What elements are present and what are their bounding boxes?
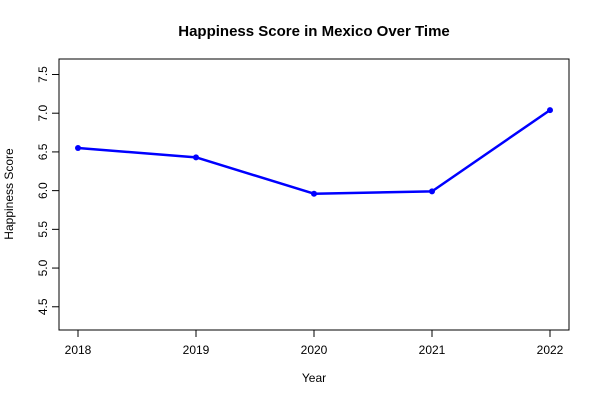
y-axis-label: Happiness Score	[2, 148, 16, 240]
x-axis-label: Year	[302, 371, 326, 385]
x-tick-label: 2018	[65, 343, 92, 357]
y-tick-label: 7.5	[36, 66, 50, 83]
y-tick-label: 6.5	[36, 143, 50, 160]
y-tick-label: 5.0	[36, 259, 50, 276]
data-point	[547, 107, 553, 114]
y-tick-label: 6.0	[36, 182, 50, 199]
y-tick-label: 5.5	[36, 221, 50, 238]
x-tick-label: 2021	[419, 343, 446, 357]
chart-title: Happiness Score in Mexico Over Time	[178, 23, 450, 40]
x-tick-label: 2019	[183, 343, 210, 357]
data-point	[193, 154, 199, 161]
y-axis: 4.5 5.0 5.5 6.0 6.5 7.0 7.5	[36, 66, 59, 315]
x-tick-label: 2022	[537, 343, 564, 357]
y-tick-label: 7.0	[36, 105, 50, 122]
series-line	[77, 109, 551, 195]
data-point	[311, 190, 317, 197]
y-tick-label: 4.5	[36, 298, 50, 315]
x-tick-label: 2020	[301, 343, 328, 357]
x-axis: 2018 2019 2020 2021 2022	[65, 330, 564, 357]
data-point	[75, 145, 81, 152]
data-point	[429, 188, 435, 195]
series-layer	[75, 107, 553, 197]
